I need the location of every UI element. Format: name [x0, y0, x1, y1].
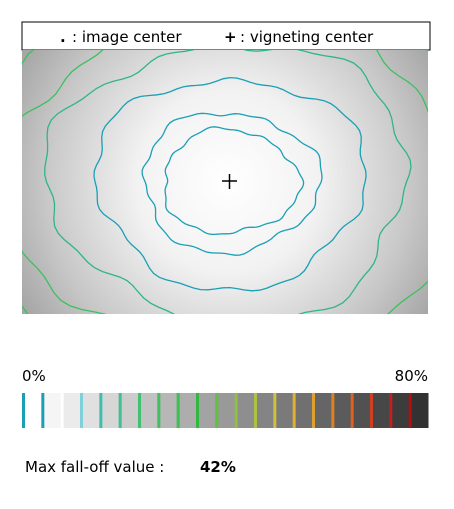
result-label: Max fall-off value : — [25, 458, 164, 476]
scale-line — [22, 393, 25, 428]
scale-line — [312, 393, 315, 428]
contours — [22, 50, 428, 314]
scale-line — [273, 393, 277, 428]
scale-cell — [60, 393, 81, 428]
scale-line — [408, 393, 412, 428]
scale-cell — [215, 393, 236, 428]
scale-cell — [273, 393, 294, 428]
scale-cell — [234, 393, 255, 428]
legend-symbol: + — [224, 28, 237, 46]
scale-cell — [408, 393, 429, 428]
scale-cell — [292, 393, 313, 428]
scale-cell — [331, 393, 352, 428]
image — [22, 50, 428, 314]
scale-cell — [350, 393, 371, 428]
scale-min-label: 0% — [22, 367, 46, 385]
legend-symbol: . — [60, 28, 66, 46]
scale-line — [254, 393, 257, 428]
scale-line — [292, 393, 296, 428]
scale-cell — [389, 393, 410, 428]
scale-cell — [41, 393, 62, 428]
scale-line — [234, 393, 238, 428]
scale-cell — [157, 393, 178, 428]
vignetting-center-marker — [222, 174, 237, 189]
scale-cell — [254, 393, 274, 428]
legend-label: : vigneting center — [240, 28, 374, 46]
scale-line — [118, 393, 122, 428]
scale-line — [41, 393, 45, 428]
scale-line — [389, 393, 393, 428]
legend-box — [21, 21, 431, 51]
scale-cell — [80, 393, 100, 428]
contour-line — [93, 76, 367, 292]
scale-line — [99, 393, 103, 428]
scale-cell — [22, 393, 42, 428]
color-scale — [22, 393, 429, 428]
scale-cell — [370, 393, 390, 428]
contour-line — [164, 126, 305, 236]
scale-cell — [118, 393, 139, 428]
scale-line — [196, 393, 199, 428]
scale-line — [215, 393, 219, 428]
scale-line — [138, 393, 141, 428]
scale-line — [80, 393, 83, 428]
scale-line — [350, 393, 354, 428]
scale-cell — [138, 393, 158, 428]
scale-line — [176, 393, 180, 428]
scale-cell — [176, 393, 197, 428]
scale-max-label: 80% — [395, 367, 428, 385]
scale-cell — [196, 393, 216, 428]
scale-line — [60, 393, 64, 428]
scale-line — [370, 393, 373, 428]
scale-line — [331, 393, 335, 428]
scale-line — [157, 393, 161, 428]
contour-line — [44, 50, 412, 314]
scale-cell — [312, 393, 332, 428]
result-value: 42% — [200, 458, 236, 476]
legend-label: : image center — [72, 28, 182, 46]
scale-cell — [99, 393, 120, 428]
contour-line — [141, 112, 323, 256]
